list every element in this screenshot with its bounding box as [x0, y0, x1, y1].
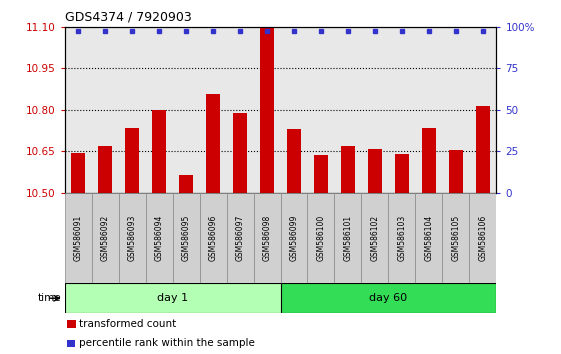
Bar: [227, 193, 254, 283]
Text: GSM586096: GSM586096: [209, 215, 218, 261]
Text: GSM586091: GSM586091: [73, 215, 82, 261]
Text: percentile rank within the sample: percentile rank within the sample: [79, 338, 255, 348]
Bar: [125, 128, 140, 193]
Text: transformed count: transformed count: [79, 319, 176, 329]
Bar: [421, 128, 436, 193]
Text: GSM586102: GSM586102: [370, 215, 379, 261]
Bar: [151, 110, 167, 193]
Bar: [307, 193, 334, 283]
Text: GSM586092: GSM586092: [100, 215, 109, 261]
Text: GSM586105: GSM586105: [452, 215, 461, 261]
Bar: [118, 193, 145, 283]
Bar: [394, 154, 410, 193]
Text: GSM586098: GSM586098: [263, 215, 272, 261]
Bar: [233, 113, 247, 193]
Bar: [361, 193, 388, 283]
Bar: [287, 129, 301, 193]
Text: GSM586103: GSM586103: [398, 215, 407, 261]
Text: GSM586106: GSM586106: [479, 215, 488, 261]
Bar: [334, 193, 361, 283]
Text: GSM586101: GSM586101: [343, 215, 352, 261]
Text: GSM586099: GSM586099: [289, 215, 298, 261]
Bar: [254, 193, 280, 283]
Bar: [476, 105, 490, 193]
Text: day 1: day 1: [157, 293, 188, 303]
Text: GSM586100: GSM586100: [316, 215, 325, 261]
Bar: [341, 146, 356, 193]
Text: GSM586104: GSM586104: [425, 215, 434, 261]
Bar: [173, 193, 200, 283]
Bar: [205, 95, 220, 193]
Text: GSM586095: GSM586095: [182, 215, 191, 261]
Bar: [91, 193, 118, 283]
Bar: [389, 193, 416, 283]
Bar: [145, 193, 173, 283]
Text: day 60: day 60: [370, 293, 407, 303]
Bar: [200, 193, 227, 283]
Bar: [178, 175, 194, 193]
Bar: [65, 193, 91, 283]
Bar: [280, 193, 307, 283]
Bar: [260, 28, 274, 193]
Bar: [449, 150, 463, 193]
Text: time: time: [38, 293, 62, 303]
Bar: [416, 193, 443, 283]
Bar: [98, 146, 112, 193]
Bar: [470, 193, 496, 283]
Bar: [314, 155, 328, 193]
Text: GDS4374 / 7920903: GDS4374 / 7920903: [65, 11, 191, 24]
Text: GSM586094: GSM586094: [154, 215, 163, 261]
Bar: [367, 149, 383, 193]
Text: GSM586093: GSM586093: [127, 215, 136, 261]
Bar: [443, 193, 470, 283]
Text: GSM586097: GSM586097: [236, 215, 245, 261]
Bar: [71, 153, 85, 193]
